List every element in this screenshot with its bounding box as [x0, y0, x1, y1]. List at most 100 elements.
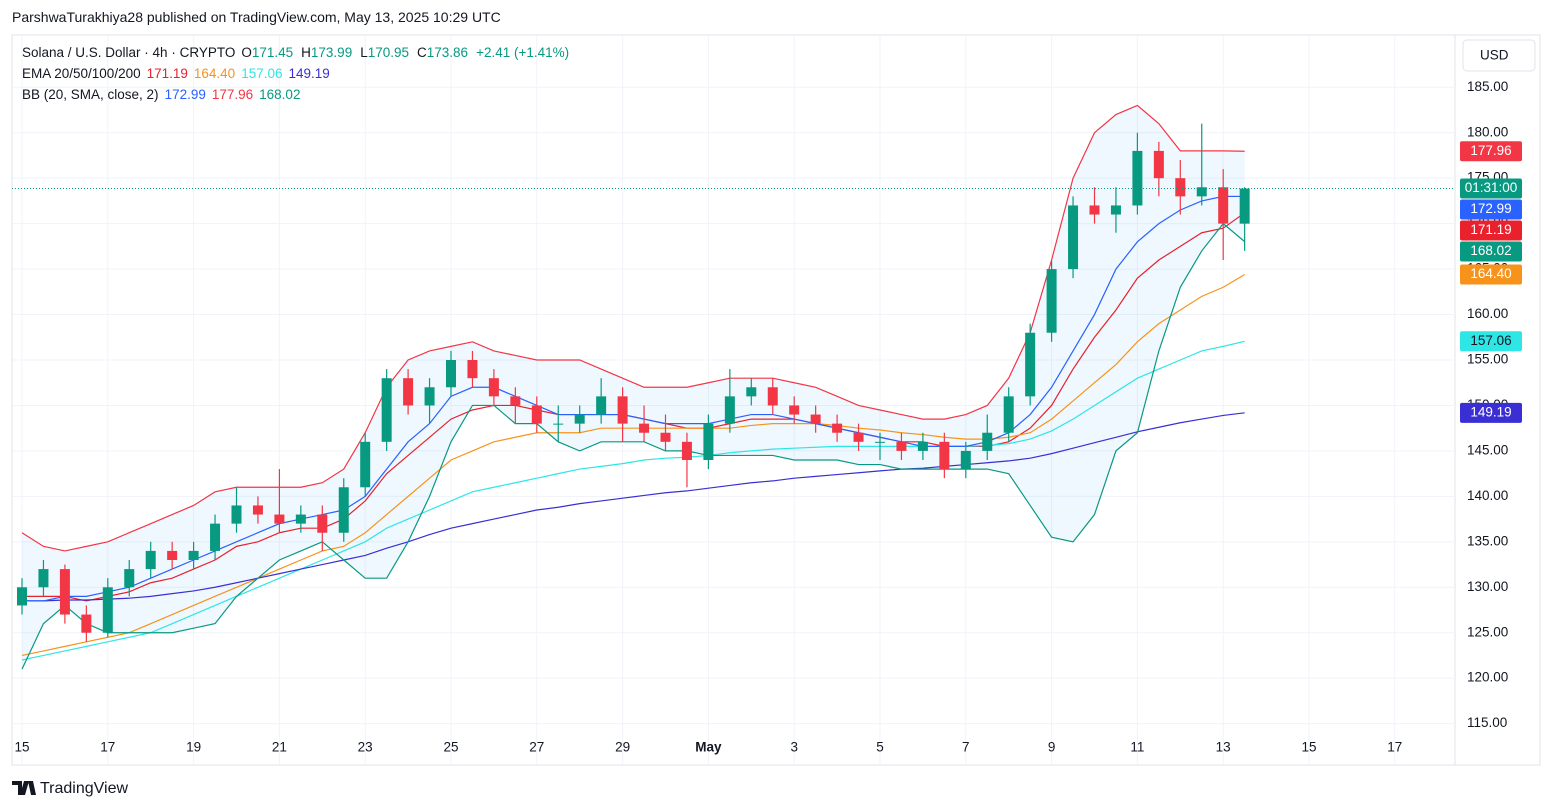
candle-body [295, 514, 306, 524]
candle-body [167, 550, 178, 560]
candle-body [488, 378, 499, 397]
x-tick-label: 15 [1301, 740, 1316, 755]
price-tag [1460, 178, 1522, 199]
ohlc-item: L170.95 [360, 45, 415, 60]
candle-body [38, 569, 49, 588]
indicator-value: 177.96 [211, 87, 254, 102]
x-tick-label: 13 [1216, 740, 1231, 755]
indicator-value: 157.06 [241, 66, 283, 81]
candle-body [596, 396, 607, 415]
indicator-name: BB (20, SMA, close, 2) [22, 87, 159, 102]
y-tick-label: 115.00 [1467, 715, 1507, 730]
price-tag [1460, 141, 1522, 162]
candle-body [810, 414, 821, 424]
y-tick-label: 160.00 [1467, 306, 1508, 321]
x-tick-label: May [695, 740, 722, 755]
ohlc-value: 173.86 [426, 45, 469, 60]
candle-body [1196, 187, 1207, 197]
y-tick-label: 140.00 [1467, 488, 1508, 503]
y-tick-label: 125.00 [1467, 624, 1508, 639]
logo-mark [12, 781, 36, 795]
x-tick-label: 15 [14, 740, 29, 755]
indicator-line [21, 222, 1246, 670]
legend-line: BB (20, SMA, close, 2) 172.99 177.96 168.02 [22, 87, 306, 102]
candle-body [1025, 332, 1036, 397]
legend-line: EMA 20/50/100/200 171.19 164.40 157.06 149.1… [22, 66, 336, 81]
price-tag [1460, 199, 1522, 220]
price-tag-label: 157.06 [1470, 333, 1511, 348]
y-tick-label: 120.00 [1467, 670, 1508, 685]
candle-body [403, 378, 414, 406]
candle-body [1218, 187, 1229, 224]
price-tag-label: 01:31:00 [1465, 180, 1518, 195]
x-tick-label: 11 [1130, 740, 1144, 755]
ohlc-item: C173.86 [417, 45, 474, 60]
candle-body [317, 514, 328, 533]
candle-body [746, 387, 757, 397]
price-tag [1460, 331, 1522, 352]
x-tick-label: 17 [1387, 740, 1402, 755]
price-tag [1460, 402, 1522, 423]
candle-body [896, 441, 907, 451]
indicator-value: 171.19 [146, 66, 188, 81]
symbol-title: Solana / U.S. Dollar · 4h · CRYPTO [22, 45, 236, 60]
ohlc-value: 173.99 [310, 45, 353, 60]
x-tick-label: 17 [100, 740, 115, 755]
candle-body [510, 396, 521, 406]
candle-body [338, 487, 349, 533]
ohlc-label: O [241, 45, 252, 60]
ohlc-value: 171.45 [251, 45, 294, 60]
candle-body [982, 432, 993, 451]
x-tick-label: 19 [186, 740, 201, 755]
candle-body [789, 405, 800, 415]
indicator-line [21, 340, 1245, 661]
x-tick-label: 7 [962, 740, 970, 755]
candle-body [681, 441, 692, 460]
candle-body [917, 441, 928, 451]
ohlc-value: 170.95 [367, 45, 410, 60]
indicator-name: EMA 20/50/100/200 [22, 66, 141, 81]
indicator-line [21, 104, 1245, 552]
candle-body [553, 423, 564, 425]
candle-body [1175, 178, 1186, 197]
chart-frame [11, 34, 1541, 766]
price-tag-label: 171.19 [1470, 222, 1511, 237]
candle-body [210, 523, 221, 551]
candle-body [102, 587, 113, 633]
currency: USD [1480, 48, 1509, 63]
candle-body [767, 387, 778, 406]
price-tag-label: 177.96 [1470, 143, 1511, 158]
candle-body [1046, 269, 1057, 333]
candle-body [1110, 205, 1121, 215]
candle-body [231, 505, 242, 524]
x-tick-label: 21 [272, 740, 287, 755]
x-tick-label: 23 [358, 740, 373, 755]
ohlc-item: O171.45 [241, 45, 299, 60]
candle-body [1089, 205, 1100, 215]
x-tick-label: 25 [443, 740, 458, 755]
x-tick-label: 5 [876, 740, 884, 755]
indicator-line [21, 274, 1245, 657]
ohlc-label: C [417, 45, 427, 60]
candle-body [446, 360, 456, 388]
y-tick-label: 130.00 [1467, 579, 1508, 594]
candle-body [939, 441, 950, 470]
candle-body [617, 396, 628, 424]
indicator-value: 172.99 [164, 87, 206, 102]
currency-box[interactable] [1462, 39, 1536, 72]
candle-body [660, 432, 671, 442]
candle-body [574, 414, 585, 424]
candle-body [424, 387, 435, 406]
price-tag [1460, 264, 1522, 285]
change: +2.41 (+1.41%) [476, 45, 570, 60]
price-tag-label: 149.19 [1470, 404, 1511, 419]
candle-body [59, 569, 70, 615]
candle-body [145, 550, 156, 570]
candle-body [639, 423, 650, 433]
y-tick-label: 145.00 [1467, 442, 1508, 457]
logo [12, 781, 36, 795]
candle-body [875, 441, 885, 443]
price-tag-label: 164.40 [1470, 266, 1511, 281]
